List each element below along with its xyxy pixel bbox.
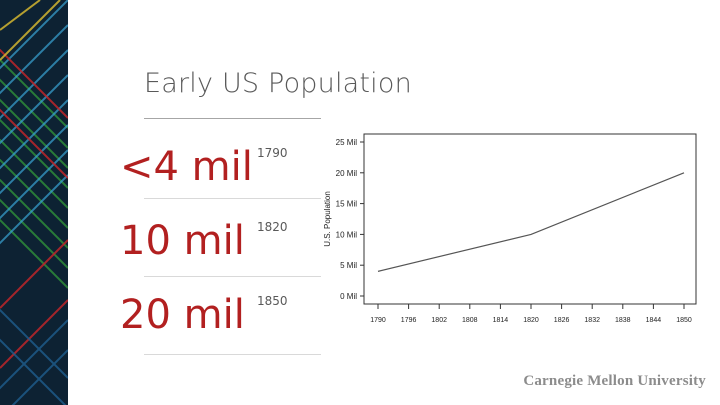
stat-year: 1820 (257, 220, 288, 234)
stat-divider (144, 354, 321, 355)
x-axis: 1790 1796 1802 1808 1814 1820 1826 1832 1838 1844… (370, 304, 692, 324)
series-group (377, 172, 685, 272)
y-tick-label: 20 Mil (336, 169, 358, 178)
x-tick-label: 1844 (646, 317, 662, 324)
stat-divider (144, 198, 321, 199)
series-line (377, 172, 685, 272)
x-tick-label: 1790 (370, 317, 386, 324)
x-tick-label: 1808 (462, 317, 478, 324)
stat-year: 1850 (257, 294, 288, 308)
stat-value: <4 mil (120, 144, 253, 190)
y-axis: 0 Mil 5 Mil 10 Mil 15 Mil 20 Mil 25 Mil (336, 138, 364, 301)
university-wordmark: Carnegie Mellon University (523, 373, 706, 389)
stat-value: 20 mil (120, 292, 245, 338)
x-tick-label: 1838 (615, 317, 631, 324)
x-tick-label: 1850 (676, 317, 692, 324)
stat-divider (144, 276, 321, 277)
x-tick-label: 1826 (554, 317, 570, 324)
slide-title: Early US Population (144, 68, 412, 99)
stat-year: 1790 (257, 146, 288, 160)
y-tick-label: 5 Mil (340, 261, 357, 270)
x-tick-label: 1832 (584, 317, 600, 324)
y-tick-label: 10 Mil (336, 230, 358, 239)
y-tick-label: 25 Mil (336, 138, 358, 147)
x-tick-label: 1796 (401, 317, 417, 324)
y-tick-label: 0 Mil (340, 292, 357, 301)
x-tick-label: 1820 (523, 317, 539, 324)
title-divider (144, 118, 321, 119)
plot-box (363, 133, 697, 305)
y-tick-label: 15 Mil (336, 200, 358, 209)
x-tick-label: 1814 (493, 317, 509, 324)
y-axis-label: U.S. Population (323, 191, 332, 247)
stat-value: 10 mil (120, 218, 245, 264)
decorative-plaid-art (0, 0, 68, 405)
x-tick-label: 1802 (431, 317, 447, 324)
